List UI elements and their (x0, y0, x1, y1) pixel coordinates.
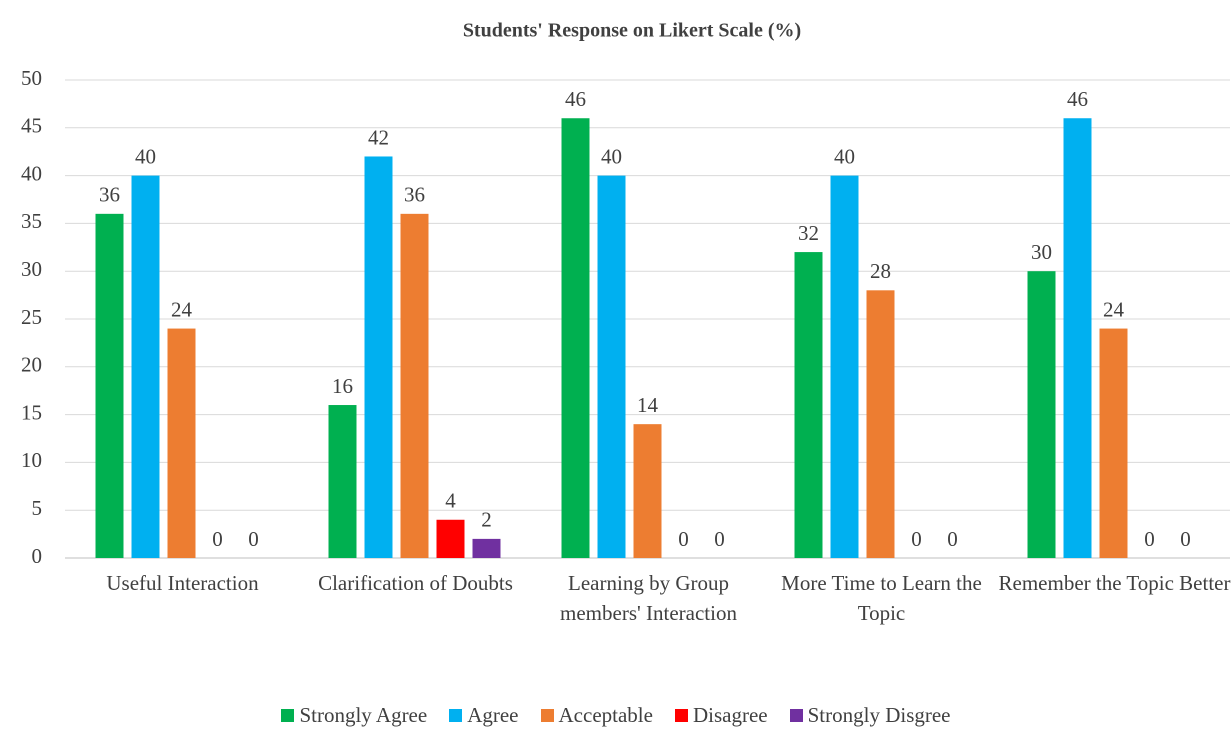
data-label: 40 (601, 144, 622, 168)
chart-title: Students' Response on Likert Scale (%) (463, 20, 801, 42)
x-tick-label: Learning by Group members' Interaction (560, 571, 737, 625)
bar (328, 405, 357, 558)
legend-swatch (789, 709, 803, 722)
data-label: 0 (911, 527, 922, 551)
data-label: 32 (798, 221, 819, 245)
bar (1063, 118, 1092, 559)
data-label: 24 (1103, 297, 1125, 321)
data-label: 40 (135, 144, 156, 168)
data-label: 0 (947, 527, 958, 551)
bar (633, 424, 662, 558)
data-label: 36 (404, 183, 425, 207)
data-label: 0 (714, 527, 725, 551)
data-label: 24 (171, 297, 193, 321)
legend-swatch (281, 709, 295, 722)
legend-item: Strongly Agree (281, 703, 427, 728)
bar (866, 290, 895, 558)
x-tick-label: More Time to Learn the Topic (781, 571, 982, 625)
bar (364, 156, 393, 559)
data-label: 0 (1144, 527, 1155, 551)
legend-item: Strongly Disgree (789, 703, 951, 728)
legend-label: Strongly Agree (299, 703, 428, 727)
y-tick-label: 0 (32, 544, 43, 568)
legend-label: Agree (467, 703, 519, 727)
y-tick-label: 20 (21, 353, 42, 377)
legend-swatch (449, 709, 463, 722)
data-label: 28 (870, 259, 891, 283)
bar (400, 213, 429, 558)
y-tick-label: 5 (32, 496, 43, 520)
data-label: 46 (565, 87, 586, 111)
bar (597, 175, 626, 558)
bar (167, 328, 196, 558)
data-label: 42 (368, 125, 389, 149)
data-label: 40 (834, 144, 855, 168)
legend-item: Agree (449, 703, 519, 728)
data-label: 30 (1031, 240, 1052, 264)
y-tick-label: 50 (21, 66, 42, 90)
x-tick-label: Remember the Topic Better (998, 571, 1231, 595)
y-tick-label: 40 (21, 161, 42, 185)
x-tick-label: Useful Interaction (106, 571, 259, 595)
bar (472, 538, 501, 558)
legend: Strongly Agree Agree Acceptable Disagree Str… (0, 703, 1232, 728)
legend-label: Acceptable (558, 703, 653, 727)
bar (561, 118, 590, 559)
bar (1099, 328, 1128, 558)
data-label: 14 (637, 393, 659, 417)
bar (794, 252, 823, 558)
legend-swatch (674, 709, 688, 722)
y-tick-label: 30 (21, 257, 42, 281)
data-label: 0 (212, 527, 223, 551)
y-tick-label: 10 (21, 448, 42, 472)
y-tick-label: 25 (21, 305, 42, 329)
data-label: 0 (248, 527, 259, 551)
legend-item: Acceptable (540, 703, 653, 728)
y-tick-label: 45 (21, 114, 42, 138)
data-label: 16 (332, 374, 353, 398)
x-tick-label: Clarification of Doubts (318, 571, 513, 595)
y-tick-label: 35 (21, 209, 42, 233)
data-label: 0 (1180, 527, 1191, 551)
legend-label: Disagree (692, 703, 768, 727)
bar (131, 175, 160, 558)
bar (436, 519, 465, 558)
bar (95, 213, 124, 558)
data-label: 0 (678, 527, 689, 551)
legend-swatch (540, 709, 554, 722)
data-label: 36 (99, 183, 120, 207)
legend-label: Strongly Disgree (807, 703, 951, 727)
legend-item: Disagree (674, 703, 768, 728)
bar (1027, 271, 1056, 558)
bar (830, 175, 859, 558)
data-label: 2 (481, 508, 492, 532)
data-label: 4 (445, 489, 456, 513)
y-tick-label: 15 (21, 400, 42, 424)
data-label: 46 (1067, 87, 1088, 111)
